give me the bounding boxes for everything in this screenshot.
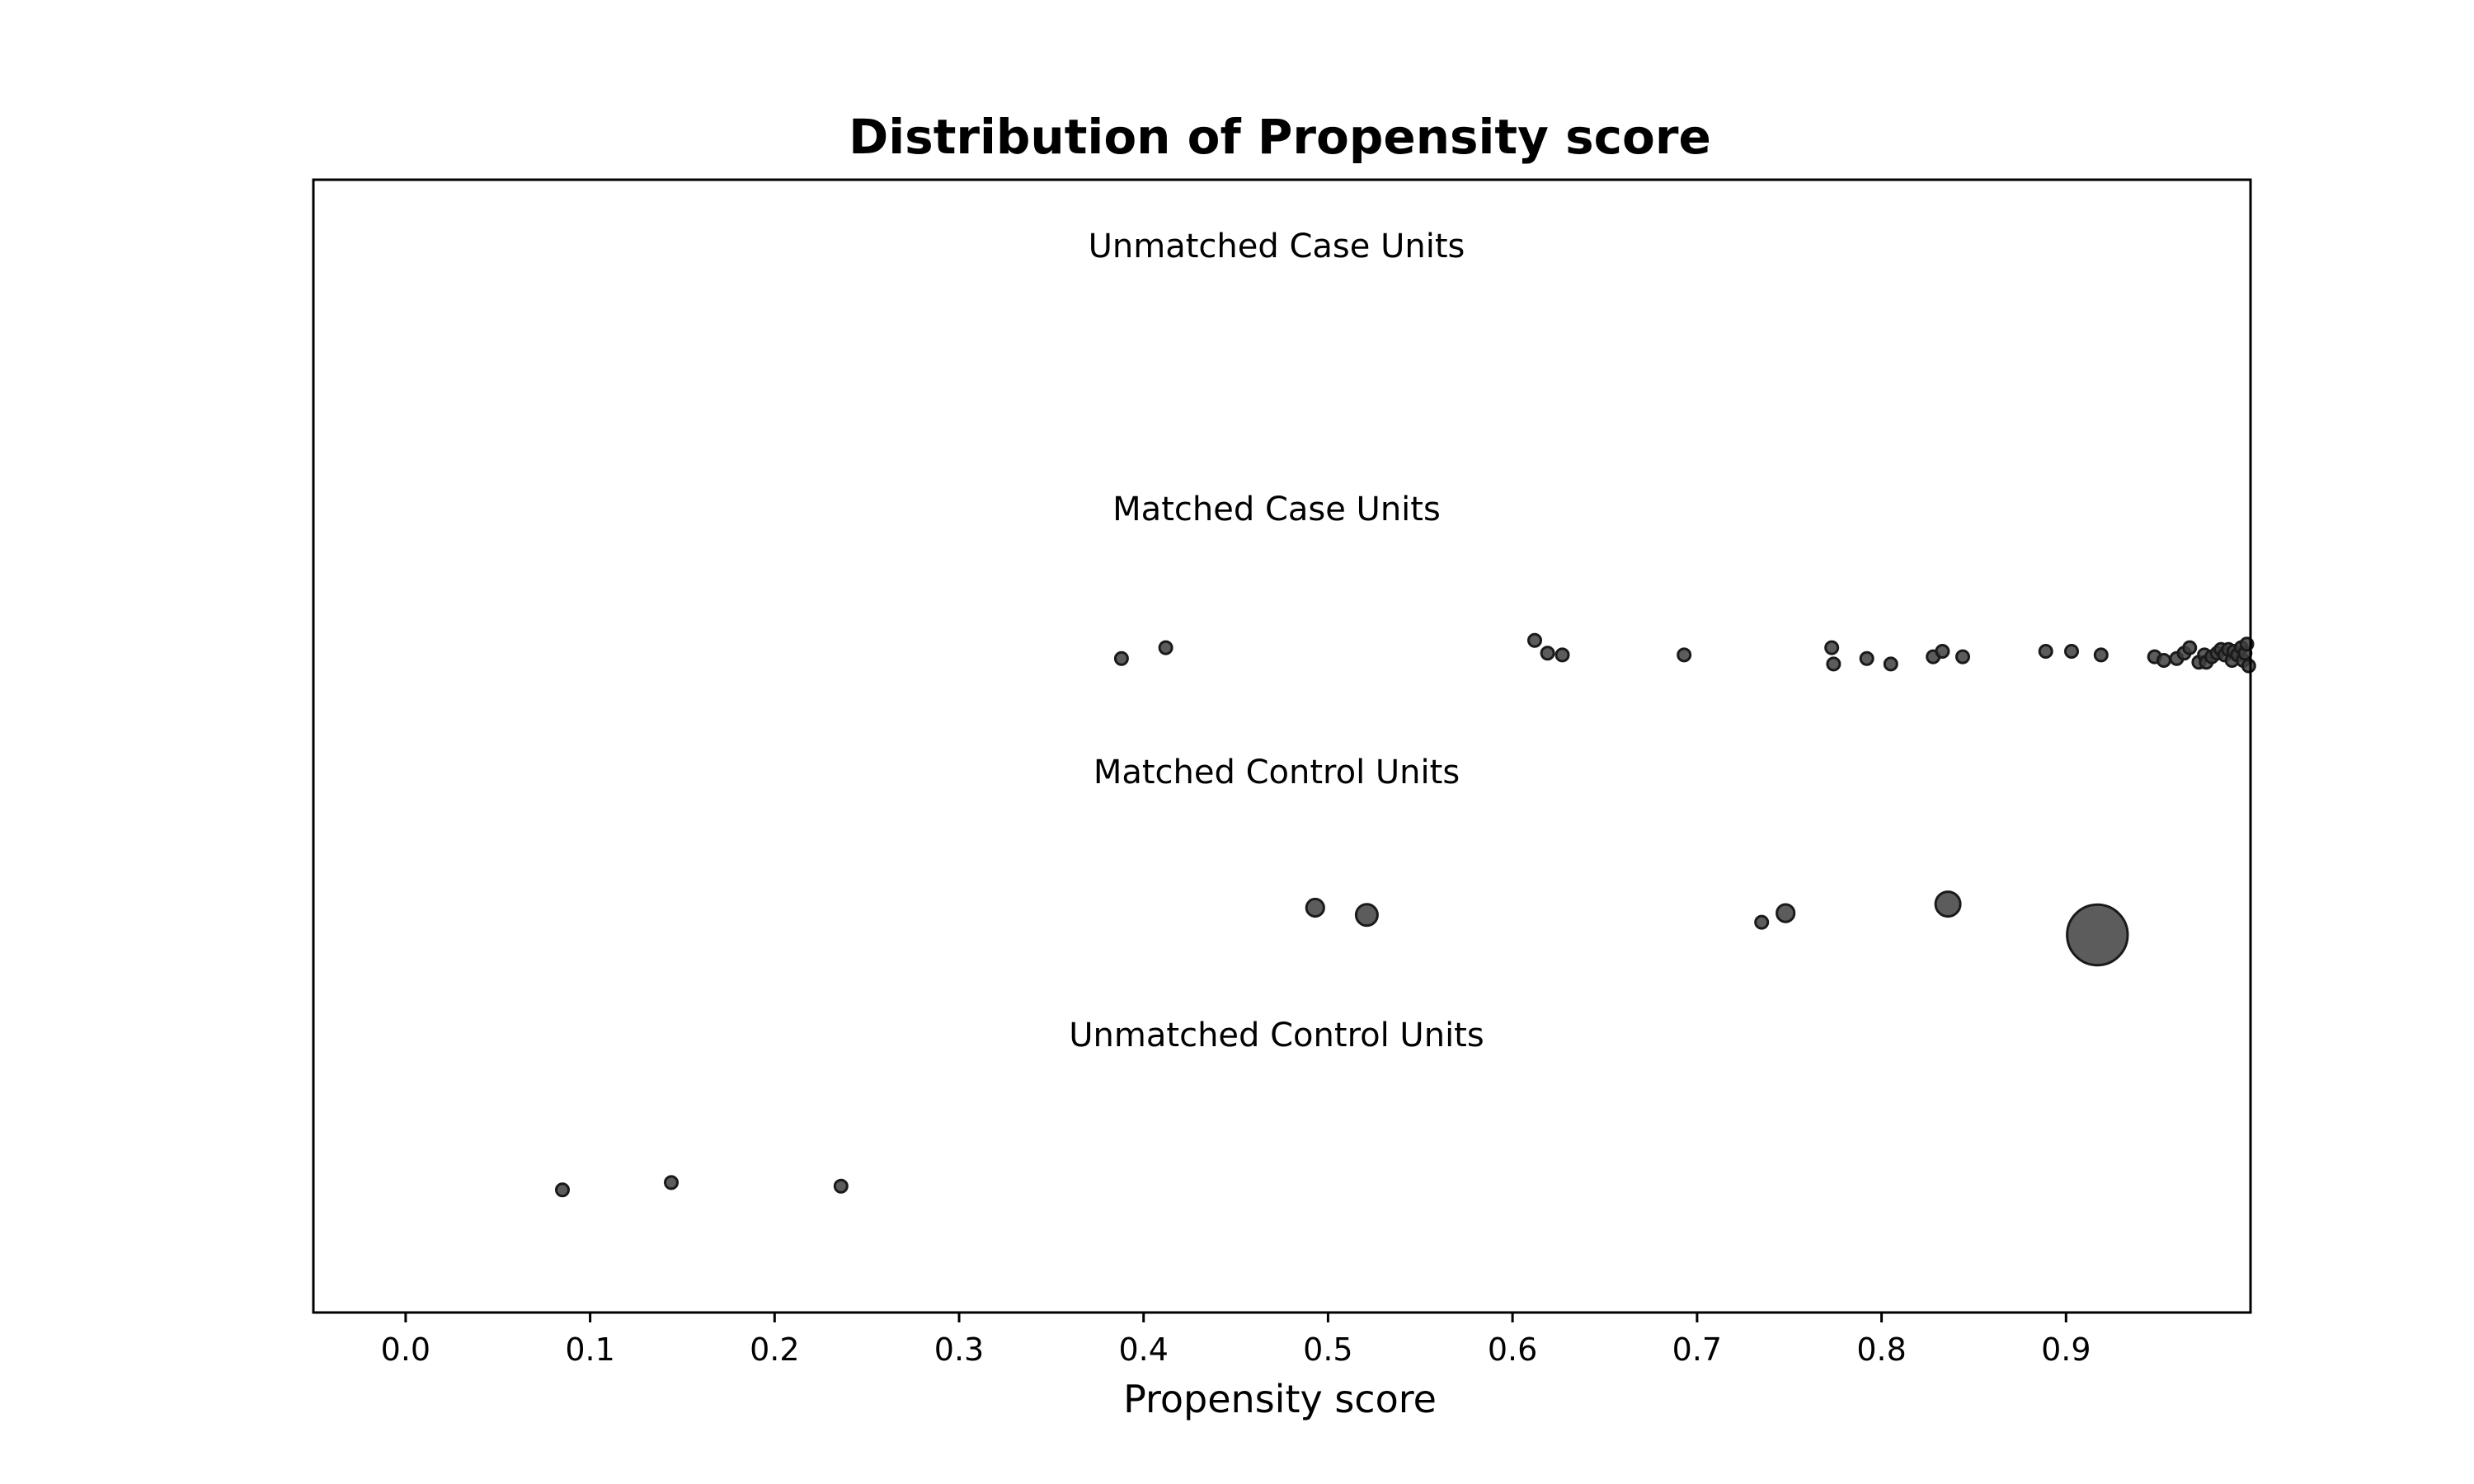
data-point [1158,640,1174,655]
data-point [1824,640,1840,655]
data-points [555,632,2256,1198]
data-point [1305,897,1325,918]
x-tick-label: 0.8 [1856,1331,1906,1368]
data-point [2066,903,2129,967]
data-point [1677,647,1692,663]
data-point [1776,903,1796,923]
chart-title: Distribution of Propensity score [849,109,1711,165]
data-point [2093,647,2109,663]
group-label: Matched Case Units [1112,491,1441,528]
x-axis-label: Propensity score [1123,1377,1437,1421]
data-point [2182,640,2198,655]
data-point [1826,656,1841,672]
data-point [2156,653,2171,668]
x-axis: 0.0 0.1 0.2 0.3 0.4 0.5 0.6 0.7 0.8 0.9 [381,1313,2091,1368]
plot-area-frame [312,178,2252,1314]
data-point [1883,656,1898,672]
data-point [1554,647,1570,663]
data-point [1527,632,1542,648]
x-tick-label: 0.4 [1118,1331,1168,1368]
x-tick-label: 0.1 [565,1331,614,1368]
x-tick-label: 0.7 [1672,1331,1722,1368]
data-point [1754,914,1770,930]
data-point [2038,644,2053,659]
group-label: Unmatched Case Units [1089,228,1465,265]
x-tick-label: 0.3 [934,1331,984,1368]
x-tick-label: 0.9 [2041,1331,2091,1368]
data-point [1934,890,1962,918]
data-point [1540,646,1555,661]
group-label: Matched Control Units [1094,754,1460,791]
data-point [664,1175,679,1190]
x-tick-label: 0.0 [381,1331,430,1368]
x-tick-label: 0.5 [1303,1331,1352,1368]
x-tick-label: 0.6 [1488,1331,1537,1368]
data-point [2241,658,2256,674]
data-point [1859,650,1874,666]
x-tick-label: 0.2 [750,1331,799,1368]
data-point [1113,650,1129,666]
group-labels: Unmatched Case Units Matched Case Units Ma… [1069,228,1484,1054]
data-point [555,1182,570,1198]
data-point [1354,903,1379,928]
group-label: Unmatched Control Units [1069,1017,1484,1054]
data-point [2064,644,2079,659]
data-point [1955,649,1970,665]
data-point [833,1178,849,1194]
data-point [1935,644,1950,659]
